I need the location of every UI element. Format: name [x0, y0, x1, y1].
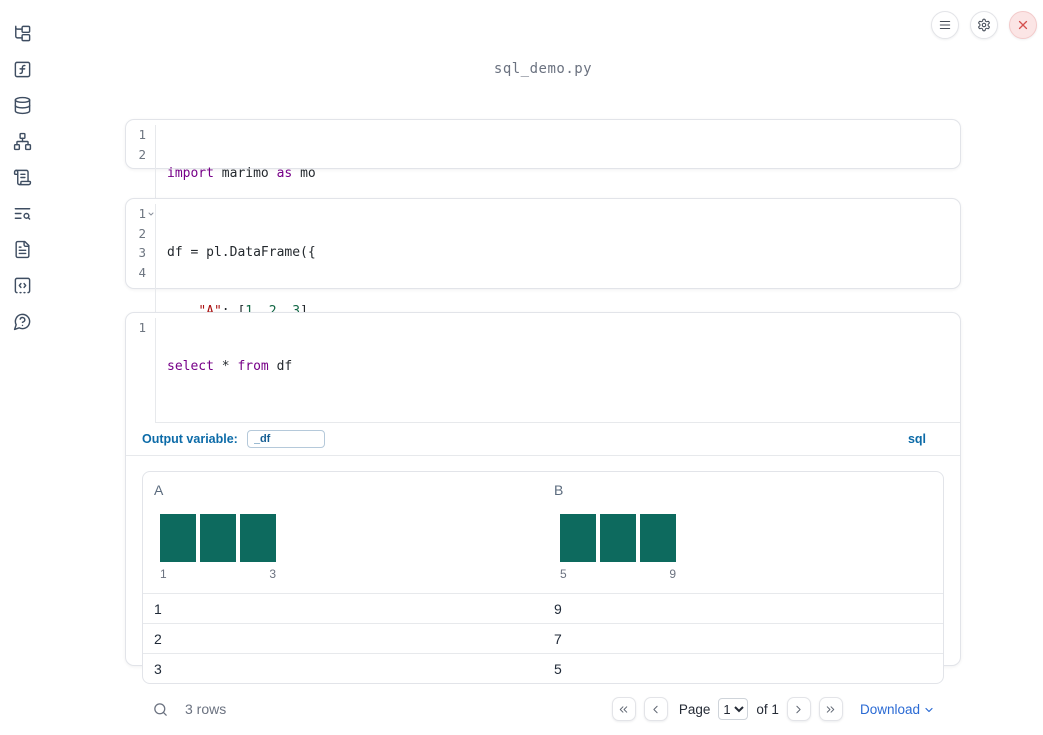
code-token: 3	[292, 303, 301, 319]
code-cell-dataframe: 1 2 3 4 df = pl.DataFrame({ "A": [1, 2, …	[125, 198, 961, 477]
histogram-max-label: 3	[269, 566, 276, 581]
notebook-filename: sql_demo.py	[493, 61, 593, 77]
last-page-button[interactable]	[818, 697, 843, 721]
close-icon[interactable]	[1009, 11, 1037, 39]
previous-page-button[interactable]	[643, 697, 668, 721]
code-token: from	[237, 359, 269, 374]
table-cell: 9	[554, 600, 562, 617]
next-page-button[interactable]	[786, 697, 811, 721]
table-row[interactable]: 3 5	[143, 652, 943, 683]
code-token: as	[276, 166, 293, 181]
histogram-bar	[240, 513, 276, 562]
code-token: ,	[253, 303, 269, 319]
code-token: : [	[221, 303, 246, 319]
menu-icon[interactable]	[931, 11, 959, 39]
chevrons-right-icon	[827, 705, 835, 713]
output-variable-row: Output variable: sql	[126, 423, 960, 456]
code-token: df = pl.DataFrame({	[167, 245, 316, 260]
chevrons-left-icon	[620, 705, 628, 713]
histogram-bar	[640, 513, 676, 562]
code-token: mo	[292, 166, 316, 181]
download-button[interactable]: Download	[860, 702, 935, 717]
histogram-min-label: 5	[560, 566, 567, 581]
function-square-icon[interactable]	[13, 60, 32, 79]
table-cell: 1	[154, 600, 162, 617]
scroll-icon[interactable]	[13, 168, 32, 187]
help-circle-icon[interactable]	[13, 312, 32, 331]
code-line[interactable]: df = pl.DataFrame({	[167, 243, 960, 263]
histogram-min-label: 1	[160, 566, 167, 581]
table-cell: 2	[154, 630, 162, 647]
code-line[interactable]: import marimo as mo	[167, 164, 960, 184]
notebook-actions-toolbar	[931, 11, 1037, 39]
column-label: A	[154, 481, 164, 498]
line-number: 4	[138, 264, 146, 280]
download-label: Download	[859, 701, 920, 717]
chevron-left-icon	[653, 705, 659, 713]
line-number: 3	[138, 245, 146, 260]
table-row[interactable]: 2 7	[143, 622, 943, 653]
table-footer: 3 rows Page 1 of 1 Download	[126, 684, 960, 735]
text-search-icon[interactable]	[13, 204, 32, 223]
code-token: select	[167, 359, 214, 374]
output-variable-input[interactable]	[246, 429, 325, 448]
column-header-b[interactable]: B 5 9	[543, 472, 943, 593]
table-row[interactable]: 1 9	[143, 592, 943, 623]
histogram-bar	[160, 513, 196, 562]
table-cell: 7	[554, 630, 562, 647]
line-number: 1	[126, 204, 154, 224]
table-header-row: A 1 3 B	[143, 472, 943, 593]
code-token: 2	[268, 303, 277, 319]
dataframe-table: A 1 3 B	[142, 470, 944, 684]
code-token: marimo	[213, 166, 277, 181]
code-token: *	[213, 359, 238, 374]
helper-panel-sidebar	[0, 0, 44, 331]
line-number: 1	[138, 320, 146, 335]
line-number-gutter: 1	[126, 318, 156, 423]
page-of-label: of 1	[756, 701, 779, 717]
code-token: ,	[276, 303, 293, 319]
page-label: Page	[678, 701, 711, 717]
histogram-b: 5 9	[560, 513, 676, 581]
chevron-right-icon	[796, 705, 802, 713]
table-cell: 5	[554, 660, 562, 677]
column-label: B	[554, 481, 564, 498]
chevron-down-icon	[925, 707, 933, 713]
histogram-bar	[200, 513, 236, 562]
histogram-bar	[600, 513, 636, 562]
database-icon[interactable]	[13, 96, 32, 115]
first-page-button[interactable]	[611, 697, 636, 721]
code-square-icon[interactable]	[13, 276, 32, 295]
page-select[interactable]: 1	[718, 698, 749, 720]
code-cell-imports: 1 2 import marimo as mo import polars as…	[125, 119, 961, 281]
code-token: 1	[245, 303, 254, 319]
fold-chevron-icon[interactable]	[147, 210, 155, 218]
code-line[interactable]: select * from df	[167, 357, 960, 377]
cell-output-area: A 1 3 B	[126, 456, 960, 684]
histogram-a: 1 3	[160, 513, 276, 581]
line-number: 2	[138, 146, 146, 162]
file-tree-icon[interactable]	[13, 24, 32, 43]
table-cell: 3	[154, 660, 162, 677]
line-number: 2	[138, 225, 146, 241]
code-token: import	[167, 166, 214, 181]
line-number: 1	[138, 127, 146, 142]
sql-cell: 1 select * from df Output variable: sql …	[125, 312, 961, 721]
code-token: df	[268, 359, 293, 374]
gear-icon[interactable]	[970, 11, 998, 39]
column-header-a[interactable]: A 1 3	[143, 472, 543, 593]
histogram-bar	[560, 513, 596, 562]
search-icon[interactable]	[152, 701, 169, 718]
document-icon[interactable]	[13, 240, 32, 259]
output-variable-label: Output variable:	[142, 431, 238, 446]
sql-editor[interactable]: select * from df	[156, 318, 960, 423]
dependency-graph-icon[interactable]	[13, 132, 32, 151]
language-badge: sql	[907, 431, 926, 446]
row-count: 3 rows	[185, 701, 227, 717]
histogram-max-label: 9	[669, 566, 676, 581]
